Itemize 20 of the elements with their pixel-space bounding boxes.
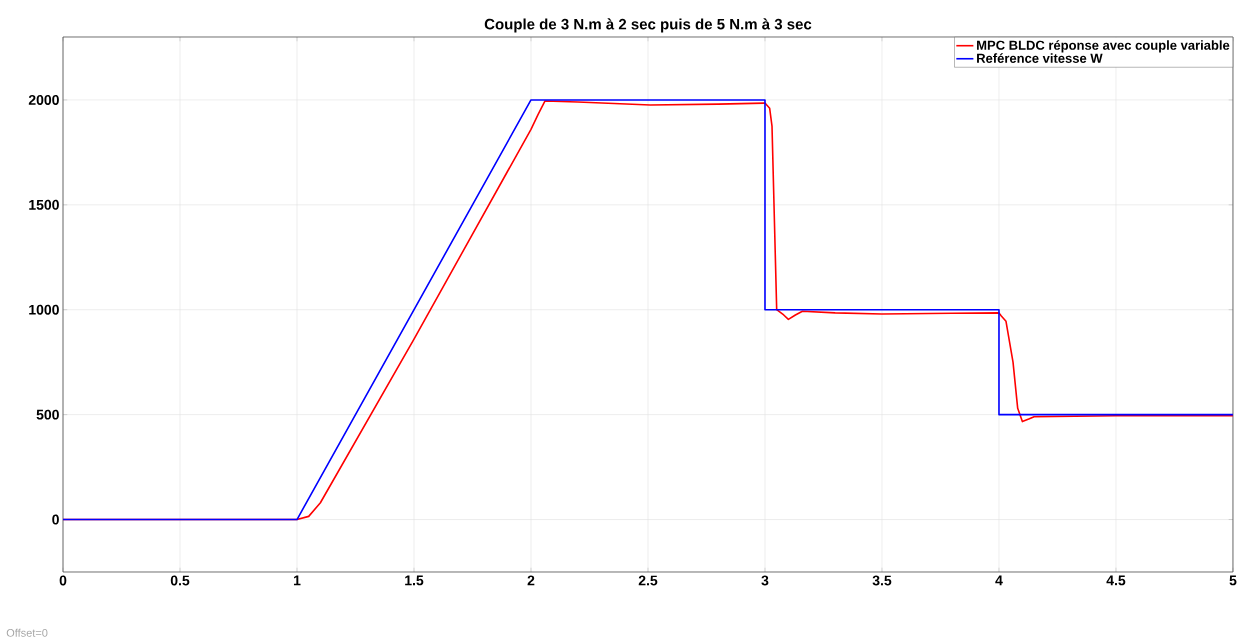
y-tick-label: 500 bbox=[36, 409, 59, 420]
text: Offset=0 bbox=[6, 628, 48, 637]
x-tick-label: 4.5 bbox=[1106, 575, 1126, 586]
x-tick-label: 0 bbox=[59, 575, 67, 586]
x-tick-label: 2.5 bbox=[638, 575, 658, 586]
x-tick-label: 1 bbox=[293, 575, 301, 586]
x-tick-label: 2 bbox=[527, 575, 535, 586]
chart-title: Couple de 3 N.m à 2 sec puis de 5 N.m à 3 sec bbox=[484, 18, 812, 33]
y-tick-label: 2000 bbox=[28, 94, 59, 105]
y-tick-label: 1500 bbox=[29, 199, 59, 210]
legend-label: MPC BLDC réponse avec couple variable bbox=[977, 40, 1230, 53]
x-tick-label: 3 bbox=[761, 575, 769, 586]
x-tick-label: 1.5 bbox=[405, 575, 424, 586]
y-tick-label: 1000 bbox=[29, 304, 59, 315]
x-tick-label: 0.5 bbox=[170, 575, 190, 586]
x-tick-label: 4 bbox=[995, 575, 1003, 586]
legend-label: Reférence vitesse W bbox=[977, 53, 1103, 63]
x-tick-label: 3.5 bbox=[872, 575, 892, 586]
y-tick-label: 0 bbox=[52, 514, 59, 525]
x-tick-label: 5 bbox=[1229, 575, 1237, 586]
